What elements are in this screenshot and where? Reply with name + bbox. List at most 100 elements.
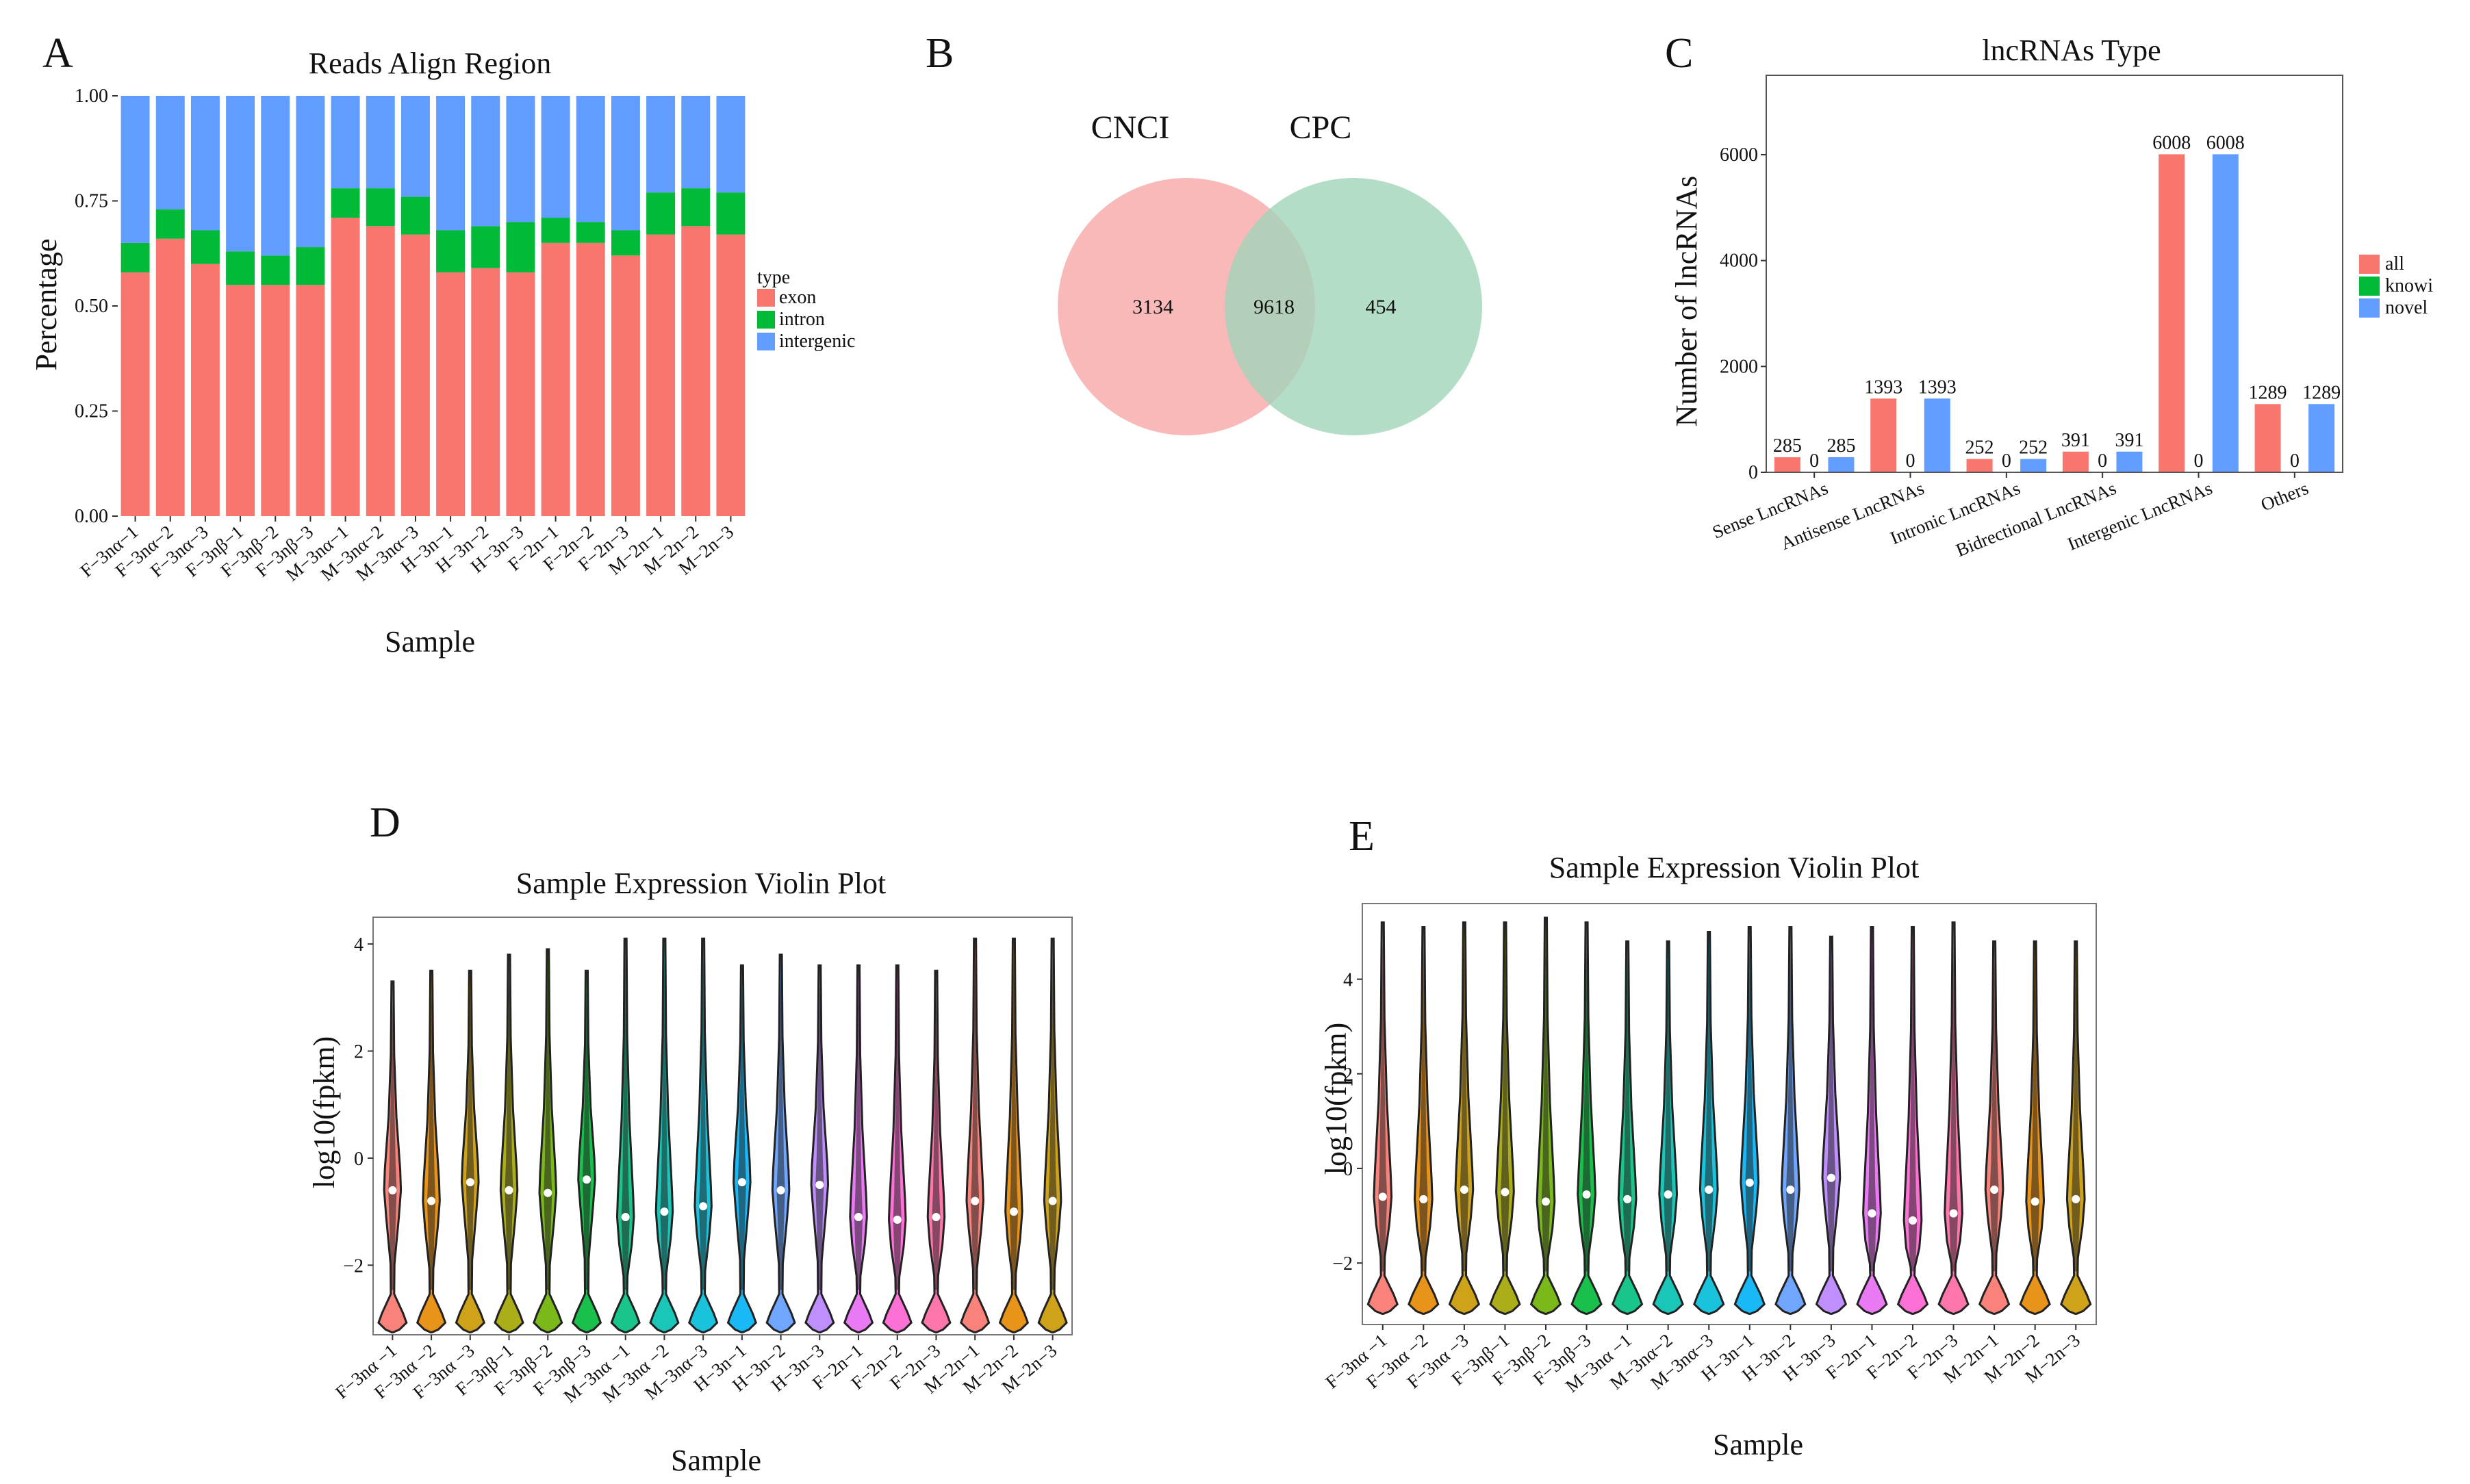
y-tick-label-2: 4000 [1720,251,1758,272]
violin-boxplot-1 [388,1001,397,1290]
bar-exon-15 [611,255,640,516]
data-label-all-6: 1289 [2249,382,2287,403]
data-label-novel-4: 391 [2115,430,2143,451]
legend-key-novel [2359,298,2380,318]
panel-d-y-axis-label: log10(fpkm) [307,1036,341,1188]
bar-intron-16 [646,192,676,235]
violin-boxplot-17 [2030,962,2040,1272]
violin-boxplot-5 [544,969,552,1290]
panel-d-violins: F−3nα −1F−3nα −2F−3nα −3F−3nβ−1F−3nβ−2F−… [331,917,1073,1407]
violin-median-2 [427,1197,436,1205]
bar-intron-17 [681,188,711,227]
violin-boxplot-2 [1418,947,1428,1272]
panel-a-title: Reads Align Region [309,47,551,80]
violin-boxplot-1 [1378,943,1388,1272]
bar-exon-14 [576,242,605,516]
panel-c-frame [1766,75,2343,473]
data-label-known-4: 0 [2098,450,2107,472]
legend-label-exon: exon [779,287,816,308]
y-tick-label-3: 4 [354,934,364,956]
violin-boxplot-2 [426,991,436,1290]
violin-boxplot-5 [1541,938,1551,1272]
legend-key-intergenic [757,333,775,350]
violin-median-18 [2072,1194,2080,1203]
bar-intergenic-2 [155,96,185,209]
bar-novel-2 [1924,398,1950,472]
bar-exon-6 [296,285,325,516]
bar-intergenic-7 [331,96,360,189]
y-tick-label-1: 0 [1343,1159,1353,1180]
bar-exon-10 [436,272,466,516]
violin-boxplot-12 [815,986,824,1290]
panel-label-a: A [42,30,73,77]
data-label-known-2: 0 [1906,450,1915,472]
legend-label-intergenic: intergenic [779,331,855,352]
violin-median-17 [1009,1207,1018,1216]
bar-intergenic-16 [646,96,676,193]
data-label-all-3: 252 [1965,437,1994,459]
y-tick-label-0: −2 [1332,1253,1353,1275]
violin-median-5 [1542,1197,1550,1206]
bar-intergenic-13 [541,96,570,218]
bar-all-1 [1774,457,1800,472]
violin-median-10 [1745,1178,1754,1187]
bar-intron-18 [716,192,746,235]
y-tick-label-3: 4 [1343,970,1353,991]
bar-all-2 [1870,398,1897,472]
bar-intron-12 [506,222,535,272]
panel-d-x-axis-label: Sample [671,1444,761,1477]
y-tick-label-0: 0.00 [75,506,108,527]
panel-label-d: D [370,799,400,846]
bar-intergenic-1 [120,96,150,243]
data-label-novel-6: 1289 [2302,382,2341,403]
violin-boxplot-12 [1826,957,1836,1272]
venn-count-overlap: 9618 [1253,296,1295,318]
bar-exon-17 [681,226,711,516]
violin-boxplot-11 [776,975,785,1290]
bar-intergenic-9 [400,96,430,197]
violin-boxplot-6 [1582,943,1591,1272]
y-tick-label-0: −2 [343,1255,364,1277]
violin-median-2 [1419,1194,1428,1203]
y-tick-label-1: 0.25 [75,401,108,422]
bar-novel-1 [1828,457,1855,472]
violin-median-14 [1909,1216,1917,1225]
y-tick-label-3: 0.75 [75,191,108,212]
data-label-all-1: 285 [1773,435,1802,457]
data-label-all-4: 391 [2061,430,2090,451]
bar-exon-2 [155,238,185,516]
bar-all-6 [2254,404,2281,472]
legend-label-intron: intron [779,309,825,330]
violin-median-6 [1582,1190,1591,1199]
bar-intergenic-14 [576,96,605,222]
bar-intron-13 [541,218,570,243]
bar-all-5 [2159,154,2185,472]
panel-d-violin-plot: Sample Expression Violin Plot Sample log… [307,867,1073,1477]
violin-median-11 [776,1186,785,1194]
bar-intron-14 [576,222,605,243]
violin-median-3 [466,1178,474,1187]
violin-median-10 [737,1178,746,1187]
bar-intergenic-11 [471,96,500,227]
bar-all-3 [1966,459,1993,472]
panel-c-y-axis-label: Number of lncRNAs [1670,176,1703,427]
legend-key-known [2359,277,2380,296]
y-tick-label-4: 1.00 [75,86,108,107]
violin-median-16 [971,1197,980,1205]
bar-novel-3 [2020,459,2047,472]
venn-circle-cpc [1225,178,1482,435]
venn-label-cpc: CPC [1290,110,1352,146]
panel-e-title: Sample Expression Violin Plot [1549,851,1919,884]
bar-novel-4 [2116,451,2143,472]
panel-e-x-axis-label: Sample [1713,1428,1803,1461]
violin-boxplot-16 [971,959,980,1290]
violin-median-7 [621,1212,630,1221]
violin-median-15 [932,1212,941,1221]
bar-intron-1 [120,242,150,272]
violin-boxplot-13 [1868,947,1876,1272]
venn-count-cnci-only: 3134 [1132,296,1173,318]
legend-label-novel: novel [2385,297,2428,318]
panel-d-title: Sample Expression Violin Plot [516,867,886,900]
violin-boxplot-3 [466,991,474,1290]
